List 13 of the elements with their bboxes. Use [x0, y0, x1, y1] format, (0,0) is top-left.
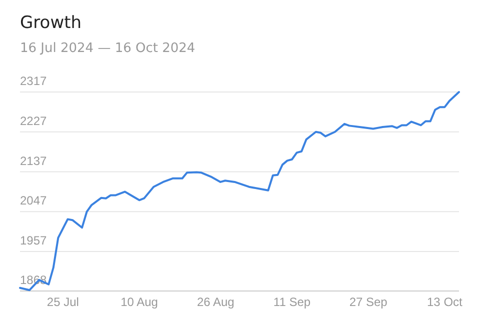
chart-title: Growth: [20, 13, 82, 33]
x-tick-label: 11 Sep: [273, 295, 311, 309]
x-tick-label: 13 Oct: [427, 295, 464, 309]
y-tick-label: 2317: [20, 74, 48, 88]
y-tick-label: 2047: [20, 194, 48, 208]
x-tick-label: 27 Sep: [349, 295, 388, 309]
x-tick-label: 10 Aug: [120, 295, 158, 309]
y-tick-label: 2137: [20, 154, 48, 168]
x-tick-label: 25 Jul: [46, 295, 79, 309]
y-tick-label: 2227: [20, 114, 48, 128]
x-tick-label: 26 Aug: [196, 295, 234, 309]
y-tick-label: 1957: [20, 234, 48, 248]
chart-subtitle: 16 Jul 2024 — 16 Oct 2024: [20, 41, 196, 56]
